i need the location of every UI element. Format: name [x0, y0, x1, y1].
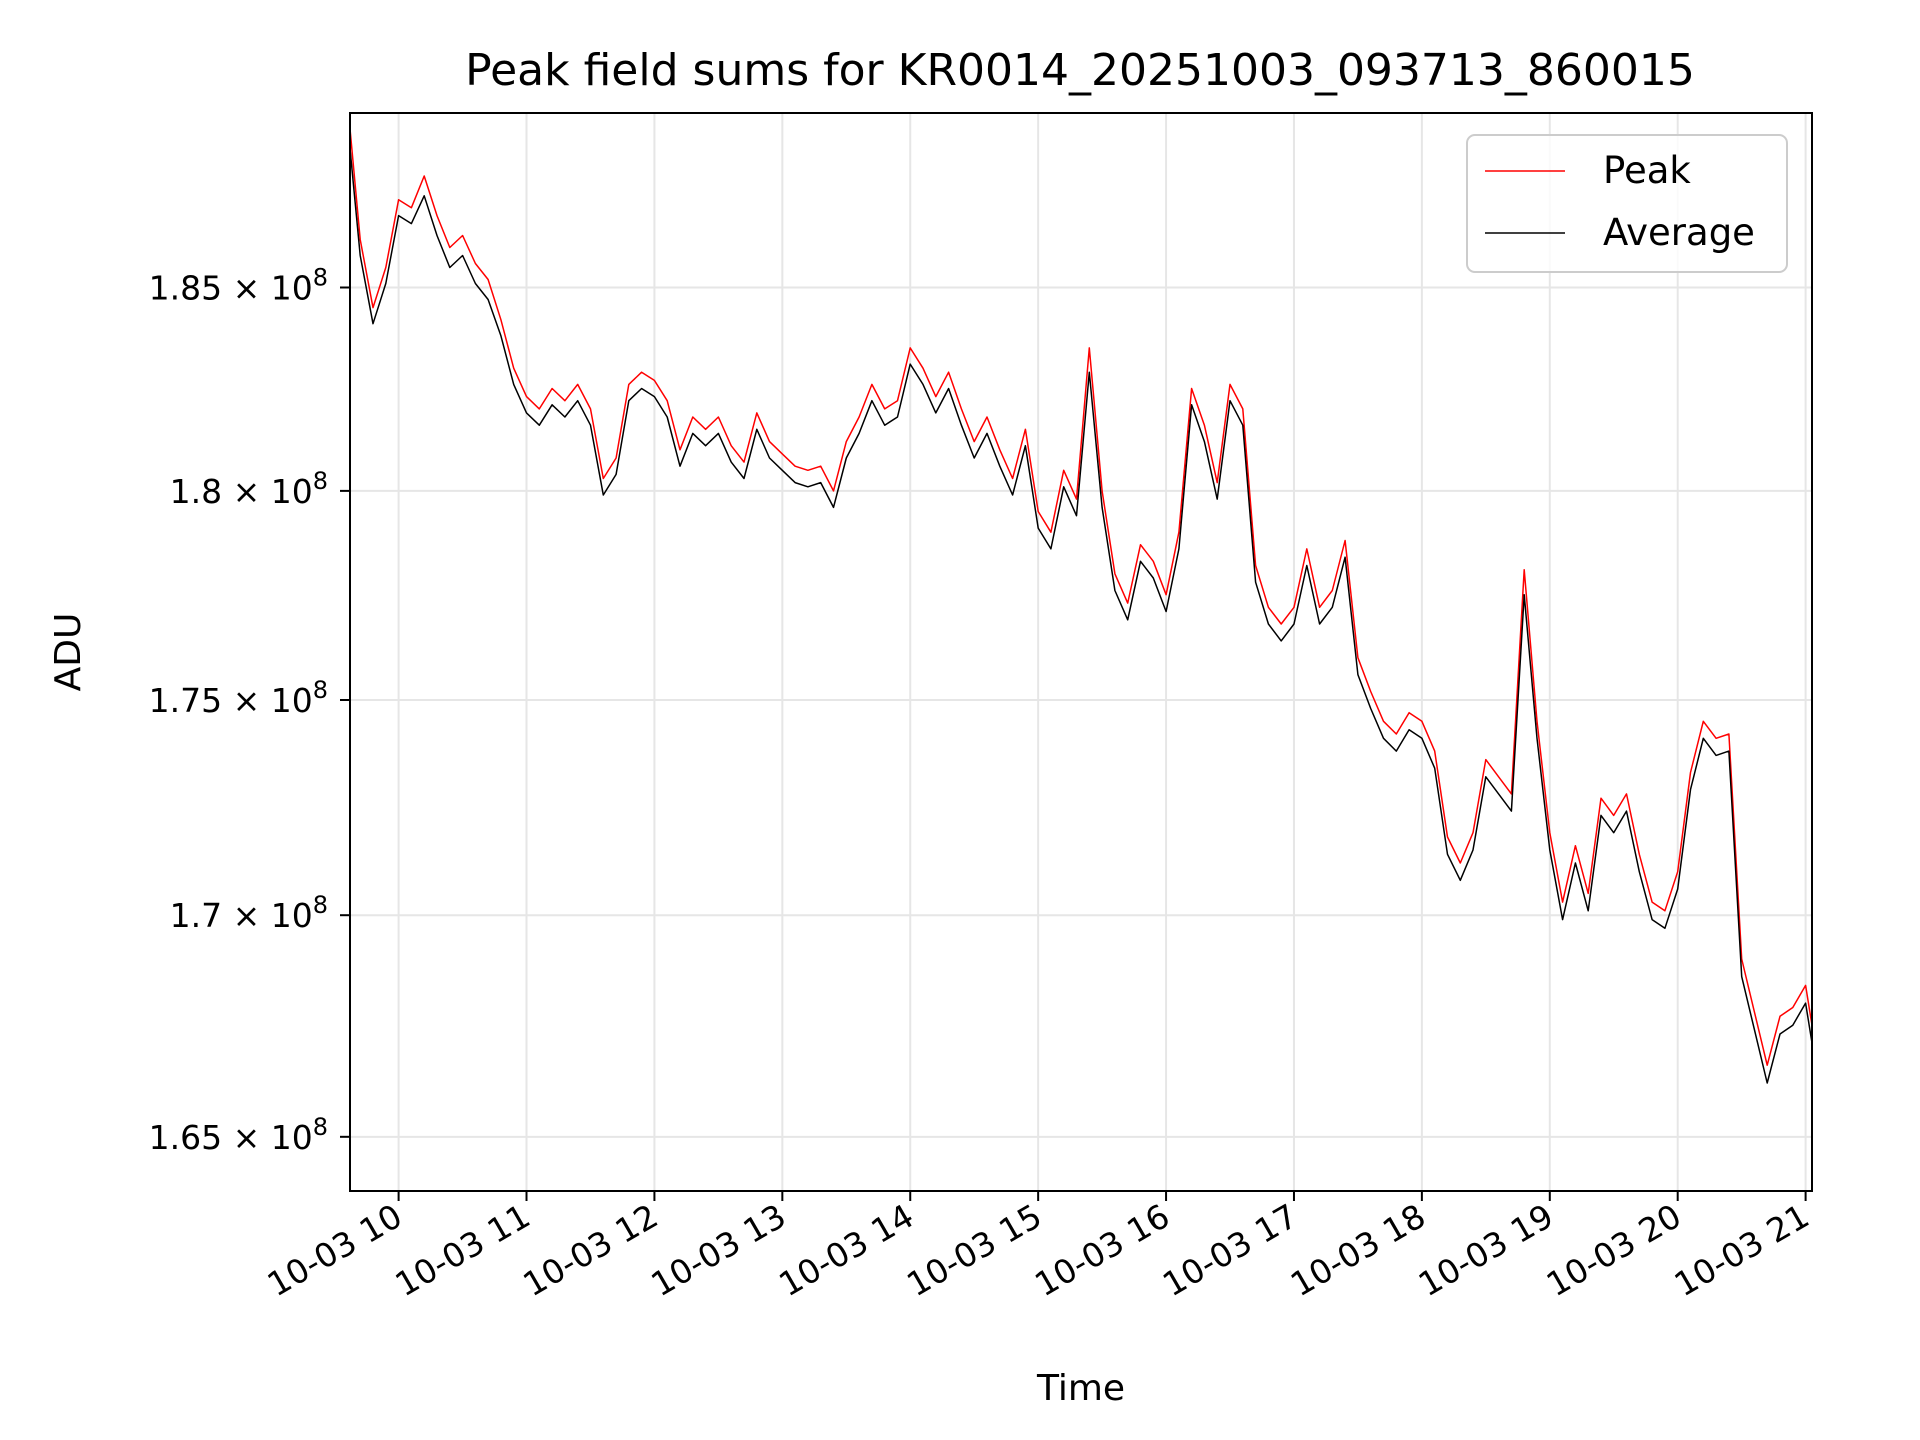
plot-frame	[349, 112, 1813, 1192]
legend-label-average: Average	[1603, 211, 1755, 254]
y-axis: 1.85 × 108 1.8 × 108 1.75 × 108 1.7 × 108 1.…	[149, 263, 350, 1157]
y-axis-label: ADU	[48, 613, 89, 692]
y-tick-label: 1.8 × 108	[170, 467, 328, 511]
x-axis-label: Time	[1036, 1368, 1125, 1409]
grid	[350, 113, 1812, 1191]
series-line-peak	[349, 128, 1813, 1066]
series-layer	[349, 128, 1813, 1084]
series-line-average	[349, 148, 1813, 1084]
y-tick-label: 1.85 × 108	[149, 263, 328, 307]
y-tick-label: 1.7 × 108	[170, 891, 328, 935]
y-tick-label: 1.65 × 108	[149, 1113, 328, 1157]
legend-label-peak: Peak	[1603, 149, 1691, 192]
legend: Peak Average	[1466, 134, 1788, 273]
chart-title: Peak field sums for KR0014_20251003_0937…	[465, 45, 1695, 96]
y-tick-label: 1.75 × 108	[149, 676, 328, 720]
legend-box	[1466, 134, 1788, 273]
